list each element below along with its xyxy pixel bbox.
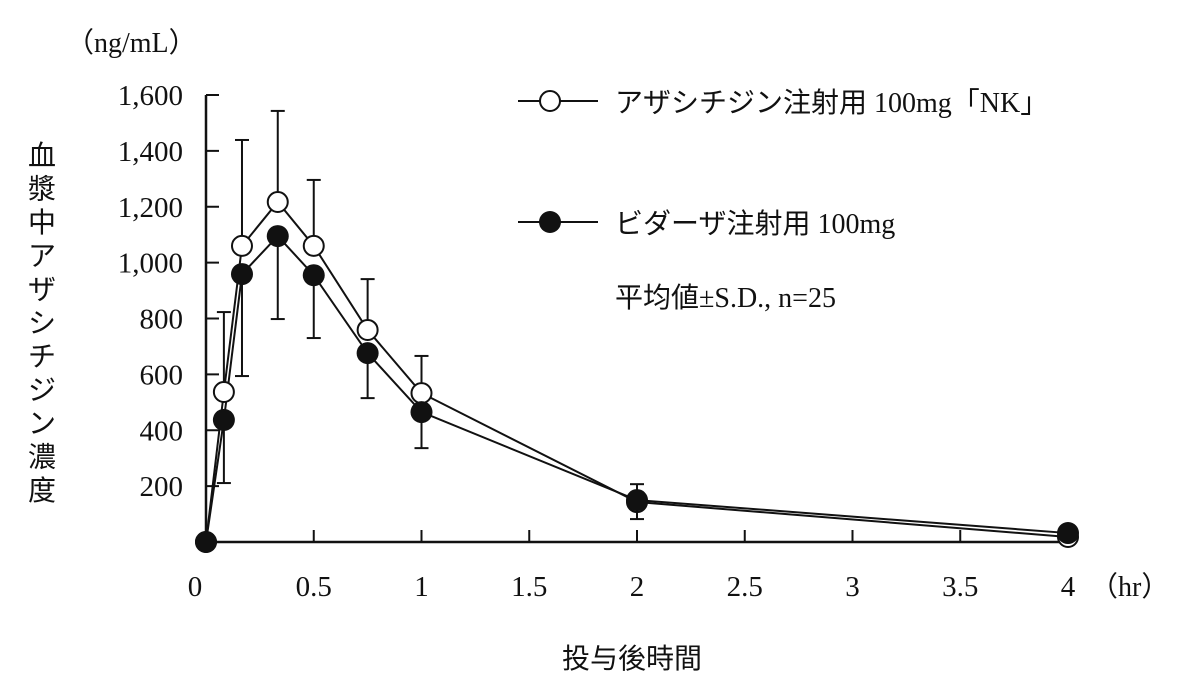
x-tick-label: 2: [630, 571, 645, 603]
legend: アザシチジン注射用 100mg「NK」 ビダーザ注射用 100mg 平均値±S.…: [518, 87, 1048, 314]
legend-filled-circle-icon: [539, 211, 561, 233]
data-point-vidaza: [410, 401, 433, 424]
data-point-nk: [212, 380, 235, 403]
legend-note: 平均値±S.D., n=25: [615, 282, 836, 314]
data-point-vidaza: [356, 342, 379, 365]
x-tick-label: 0.5: [296, 571, 332, 603]
legend-label-nk: アザシチジン注射用 100mg「NK」: [615, 87, 1048, 119]
data-point-nk: [356, 318, 379, 341]
x-tick-label: 1.5: [511, 571, 547, 603]
data-point-nk: [230, 234, 253, 257]
data-point-vidaza: [230, 263, 253, 286]
y-tick-label: 1,000: [118, 248, 183, 280]
y-tick-label: 400: [140, 415, 184, 447]
y-tick-label: 200: [140, 471, 184, 503]
x-tick-label: 2.5: [727, 571, 763, 603]
y-tick-label: 600: [140, 359, 184, 391]
data-point-vidaza: [266, 225, 289, 248]
y-unit-label: （ng/mL）: [66, 27, 197, 59]
legend-label-vidaza: ビダーザ注射用 100mg: [615, 208, 895, 240]
data-point-nk: [266, 191, 289, 214]
x-tick-label: 3.5: [942, 571, 978, 603]
y-tick-label: 1,600: [118, 80, 183, 112]
x-tick-label: 3: [845, 571, 860, 603]
x-tick-label: 4: [1061, 571, 1076, 603]
data-point-vidaza: [195, 531, 217, 553]
y-tick-label: 800: [140, 304, 184, 336]
x-tick-label: 1: [414, 571, 429, 603]
data-point-vidaza: [1057, 522, 1079, 545]
data-point-vidaza: [212, 408, 235, 431]
x-tick-label: 0: [188, 571, 203, 603]
data-point-vidaza: [626, 489, 648, 512]
data-point-nk: [302, 234, 325, 257]
y-tick-label: 1,400: [118, 136, 183, 168]
data-point-vidaza: [302, 264, 325, 287]
data-point-nk: [410, 382, 433, 405]
y-tick-label: 1,200: [118, 192, 183, 224]
x-unit-label: （hr）: [1090, 571, 1169, 603]
x-axis-label: 投与後時間: [562, 643, 702, 675]
legend-open-circle-icon: [539, 90, 561, 112]
y-axis-label: 血漿中アザシチジン濃度: [28, 140, 56, 507]
